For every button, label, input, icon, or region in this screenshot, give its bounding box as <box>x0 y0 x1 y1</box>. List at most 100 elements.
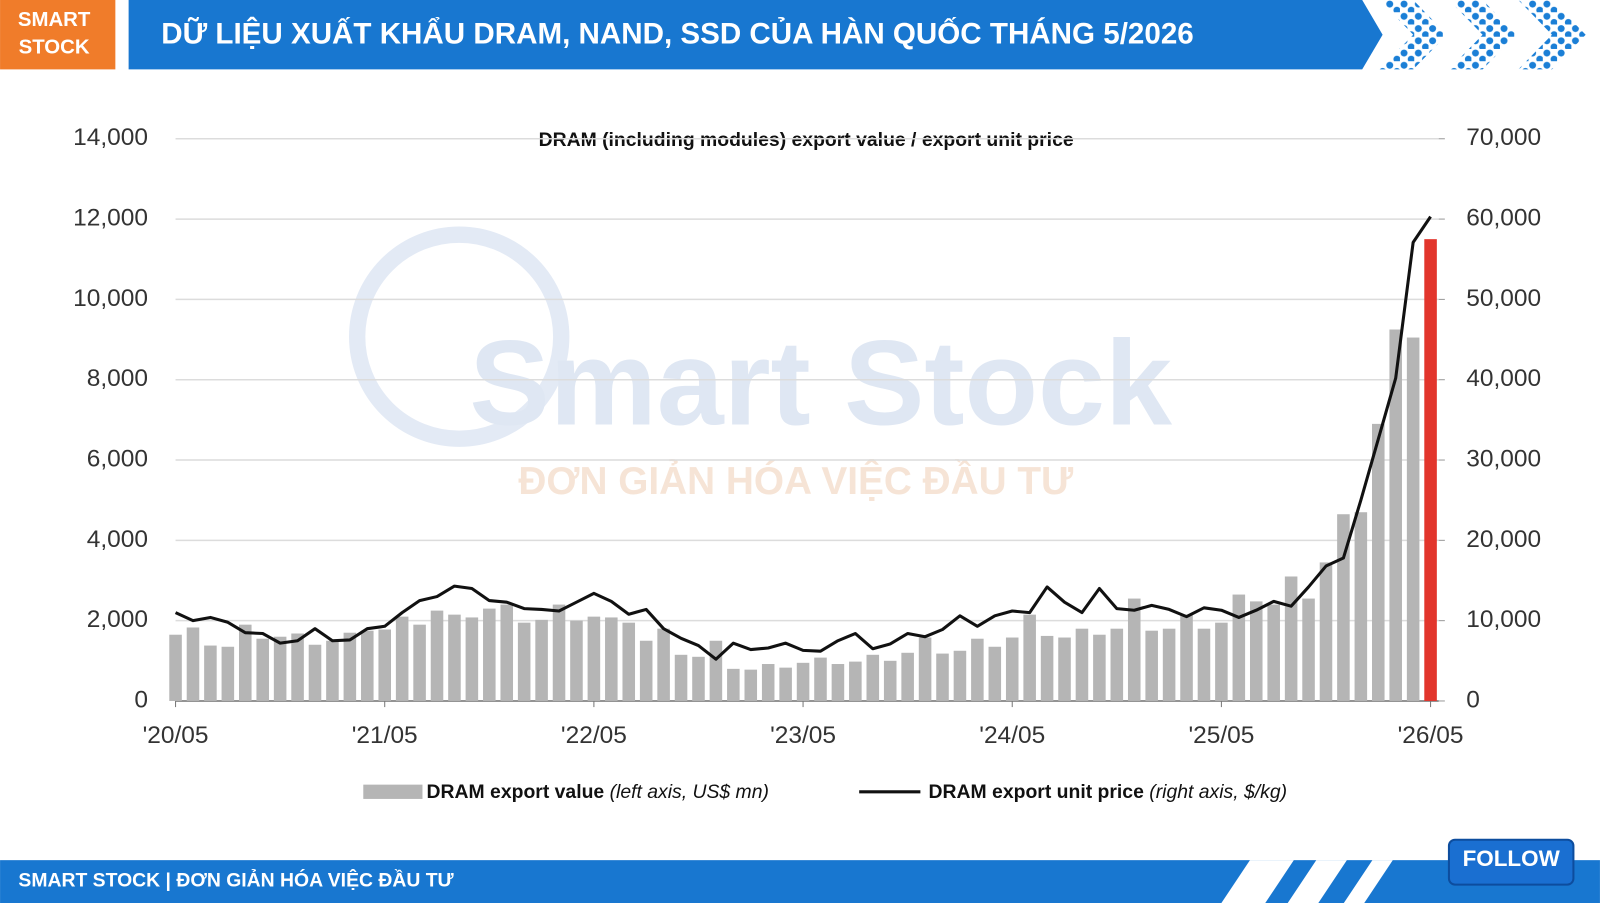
watermark-brand: Smart Stock <box>469 316 1173 451</box>
legend-entry: DRAM export unit price (right axis, $/kg… <box>929 781 1288 803</box>
bar <box>430 610 444 701</box>
y-tick-label: 12,000 <box>73 205 148 232</box>
bar <box>239 624 252 701</box>
plot: DRAM (including modules) export value / … <box>73 124 1541 749</box>
y-tick-label: 0 <box>134 686 148 713</box>
bar <box>1319 562 1333 701</box>
decor <box>1287 860 1347 903</box>
page-title: DỮ LIỆU XUẤT KHẨU DRAM, NAND, SSD CỦA HÀ… <box>161 17 1193 51</box>
bar <box>849 661 862 701</box>
y-tick-label: 4,000 <box>87 526 148 553</box>
bar <box>692 656 705 701</box>
bar <box>256 638 269 701</box>
legend-entry: DRAM export value (left axis, US$ mn) <box>427 781 769 803</box>
title-banner <box>128 0 1383 70</box>
bar <box>1267 604 1280 701</box>
bar <box>517 622 531 701</box>
watermark-slogan: ĐƠN GIẢN HÓA VIỆC ĐẦU TƯ <box>518 459 1074 503</box>
x-tick-label: '25/05 <box>1188 722 1254 749</box>
bar <box>988 646 1002 701</box>
bar <box>535 619 548 701</box>
bar <box>273 636 287 701</box>
footer-text: SMART STOCK | ĐƠN GIẢN HÓA VIỆC ĐẦU TƯ <box>18 868 454 892</box>
y-tick-label: 2,000 <box>87 606 148 633</box>
bar <box>1215 622 1228 701</box>
y2-tick-label: 50,000 <box>1466 285 1541 312</box>
bar <box>552 604 566 701</box>
bar <box>291 633 304 701</box>
bar <box>1389 329 1402 701</box>
bar <box>657 628 670 701</box>
bar <box>587 616 601 701</box>
bar <box>709 640 723 701</box>
decor <box>1221 860 1294 903</box>
y2-tick-label: 40,000 <box>1466 365 1541 392</box>
bar <box>953 650 967 701</box>
bar <box>796 662 810 701</box>
y2-tick-label: 20,000 <box>1466 526 1541 553</box>
watermark-logo <box>349 226 570 447</box>
bar <box>918 637 932 701</box>
bar <box>674 654 688 701</box>
bar <box>395 616 409 701</box>
bar <box>169 634 182 701</box>
y2-tick-label: 70,000 <box>1466 124 1541 151</box>
bar <box>883 660 897 701</box>
bar <box>1354 512 1368 701</box>
bar <box>1127 598 1141 701</box>
bar <box>483 608 496 701</box>
decor <box>1379 0 1447 70</box>
y-tick-label: 6,000 <box>87 445 148 472</box>
bar <box>1197 628 1211 701</box>
bar <box>1232 594 1246 701</box>
bar <box>1406 337 1420 701</box>
follow-label[interactable]: FOLLOW <box>1463 846 1561 871</box>
bar <box>343 632 357 701</box>
bar <box>1005 637 1019 701</box>
bar <box>361 630 374 701</box>
x-tick-label: '24/05 <box>979 722 1045 749</box>
decor <box>1448 0 1517 70</box>
y2-tick-label: 30,000 <box>1466 445 1541 472</box>
line <box>174 215 1432 661</box>
bar <box>1093 634 1106 701</box>
decor <box>1518 0 1586 70</box>
bar <box>1284 576 1298 701</box>
y2-tick-label: 10,000 <box>1466 606 1541 633</box>
x-tick-label: '21/05 <box>352 722 418 749</box>
logo-box <box>0 0 116 70</box>
logo-text: STOCK <box>19 36 90 58</box>
bar <box>1180 614 1193 701</box>
bar <box>221 646 235 701</box>
bar <box>831 664 845 701</box>
bar <box>866 654 880 701</box>
x-tick-label: '23/05 <box>770 722 836 749</box>
bar <box>605 617 618 701</box>
bar <box>744 669 758 701</box>
bar <box>1110 628 1124 701</box>
legend-swatch <box>363 784 423 799</box>
bar <box>1372 423 1385 701</box>
bar <box>901 652 914 701</box>
y2-tick-label: 60,000 <box>1466 205 1541 232</box>
y-tick-label: 10,000 <box>73 285 148 312</box>
follow-button[interactable] <box>1447 838 1575 886</box>
x-tick-label: '26/05 <box>1398 722 1464 749</box>
decor <box>1343 860 1393 903</box>
bar <box>1040 635 1054 701</box>
bar <box>1023 614 1036 701</box>
y-tick-label: 8,000 <box>87 365 148 392</box>
bar <box>1162 628 1176 701</box>
chart-title: DRAM (including modules) export value / … <box>539 129 1074 151</box>
bar <box>570 620 583 701</box>
bar <box>378 629 391 701</box>
bar <box>727 668 740 701</box>
bar <box>936 653 949 701</box>
bar <box>448 614 461 701</box>
bar <box>326 640 339 701</box>
bar <box>1145 630 1158 701</box>
bar <box>1075 628 1089 701</box>
bar <box>413 624 426 701</box>
